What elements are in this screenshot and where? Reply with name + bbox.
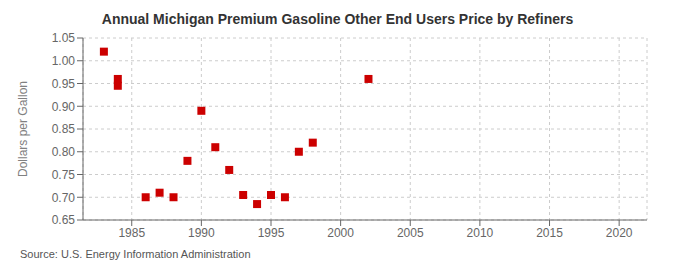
svg-text:1995: 1995 [258,226,285,240]
svg-text:1.05: 1.05 [52,31,76,45]
html-text:Source: U.S. Energy Informatio: Source: U.S. Energy Information Administ… [20,248,251,260]
svg-text:2020: 2020 [606,226,633,240]
svg-text:2005: 2005 [397,226,424,240]
svg-text:2015: 2015 [536,226,563,240]
svg-text:0.90: 0.90 [52,100,76,114]
svg-text:0.65: 0.65 [52,213,76,227]
svg-text:2010: 2010 [467,226,494,240]
html-text:Annual Michigan Premium Gasoli: Annual Michigan Premium Gasoline Other E… [101,11,574,27]
svg-text:1990: 1990 [188,226,215,240]
svg-text:0.75: 0.75 [52,168,76,182]
svg-text:1985: 1985 [118,226,145,240]
svg-text:0.85: 0.85 [52,122,76,136]
svg-text:0.70: 0.70 [52,191,76,205]
svg-text:0.95: 0.95 [52,77,76,91]
svg-text:2000: 2000 [327,226,354,240]
svg-text:Dollars per Gallon: Dollars per Gallon [16,81,30,177]
svg-text:1.00: 1.00 [52,54,76,68]
svg-text:0.80: 0.80 [52,145,76,159]
